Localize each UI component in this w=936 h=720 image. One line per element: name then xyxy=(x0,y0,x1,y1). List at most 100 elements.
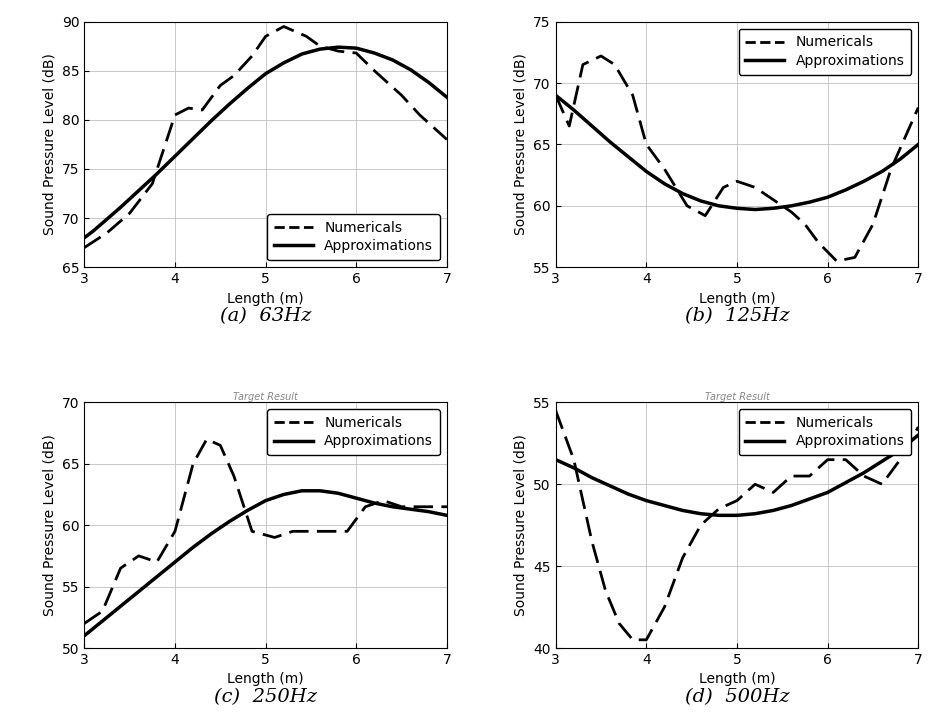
Approximations xyxy=(658,501,669,510)
Line: Approximations: Approximations xyxy=(84,491,446,636)
Line: Numericals: Numericals xyxy=(555,56,917,261)
Approximations xyxy=(241,84,253,93)
Numericals xyxy=(640,140,651,149)
Numericals xyxy=(812,238,824,247)
Approximations xyxy=(350,494,361,503)
Approximations xyxy=(712,511,724,520)
Numericals xyxy=(658,165,669,174)
Numericals xyxy=(396,503,407,511)
Y-axis label: Sound Pressure Level (dB): Sound Pressure Level (dB) xyxy=(42,434,56,616)
Numericals xyxy=(79,243,90,252)
Approximations xyxy=(241,506,253,515)
Numericals xyxy=(848,253,859,262)
Numericals xyxy=(314,42,326,50)
Numericals xyxy=(821,455,832,464)
Numericals xyxy=(798,220,810,228)
Approximations xyxy=(332,42,344,51)
Approximations xyxy=(224,517,235,526)
Numericals xyxy=(169,111,181,120)
Approximations xyxy=(821,193,832,202)
Numericals xyxy=(767,488,778,497)
Numericals xyxy=(133,552,144,560)
Title: Target Result: Target Result xyxy=(233,392,298,402)
Numericals xyxy=(898,134,909,143)
Numericals xyxy=(549,91,561,99)
Numericals xyxy=(613,619,624,628)
Numericals xyxy=(695,521,706,529)
Numericals xyxy=(626,91,637,99)
Legend: Numericals, Approximations: Numericals, Approximations xyxy=(267,409,440,455)
Numericals xyxy=(323,527,334,536)
Approximations xyxy=(296,50,307,58)
Numericals xyxy=(197,106,208,114)
Approximations xyxy=(332,489,344,498)
Approximations xyxy=(314,45,326,53)
Approximations xyxy=(169,152,181,161)
Approximations xyxy=(259,496,271,505)
Y-axis label: Sound Pressure Level (dB): Sound Pressure Level (dB) xyxy=(42,53,56,235)
Numericals xyxy=(640,636,651,644)
Approximations xyxy=(369,49,380,58)
Approximations xyxy=(894,446,905,454)
Approximations xyxy=(133,186,144,195)
Numericals xyxy=(79,619,90,628)
Numericals xyxy=(187,459,198,468)
Numericals xyxy=(214,441,226,450)
Text: (a)  63Hz: (a) 63Hz xyxy=(220,307,311,325)
Approximations xyxy=(115,602,126,611)
Legend: Numericals, Approximations: Numericals, Approximations xyxy=(267,215,440,261)
Approximations xyxy=(567,464,578,472)
Approximations xyxy=(676,506,687,515)
Numericals xyxy=(183,104,194,112)
Approximations xyxy=(803,495,814,503)
Numericals xyxy=(246,52,257,60)
Approximations xyxy=(604,482,615,490)
Approximations xyxy=(133,588,144,596)
Approximations xyxy=(731,511,742,520)
Numericals xyxy=(731,496,742,505)
Approximations xyxy=(640,496,651,505)
Approximations xyxy=(912,140,923,149)
Numericals xyxy=(785,207,797,216)
Approximations xyxy=(712,202,724,210)
Numericals xyxy=(332,47,344,55)
Approximations xyxy=(278,490,289,499)
Numericals xyxy=(599,586,610,595)
Approximations xyxy=(586,122,597,130)
Text: (c)  250Hz: (c) 250Hz xyxy=(214,688,316,706)
Y-axis label: Sound Pressure Level (dB): Sound Pressure Level (dB) xyxy=(513,53,527,235)
Approximations xyxy=(875,457,886,466)
Approximations xyxy=(695,197,706,205)
Approximations xyxy=(151,572,162,581)
Numericals xyxy=(124,209,135,217)
Numericals xyxy=(731,177,742,186)
Approximations xyxy=(658,179,669,188)
Text: (d)  500Hz: (d) 500Hz xyxy=(684,688,788,706)
Approximations xyxy=(404,505,416,513)
Numericals xyxy=(441,135,452,144)
Numericals xyxy=(626,636,637,644)
Numericals xyxy=(96,607,108,616)
Numericals xyxy=(101,228,112,237)
Approximations xyxy=(387,55,398,64)
Approximations xyxy=(423,78,434,87)
Text: (b)  125Hz: (b) 125Hz xyxy=(684,307,788,325)
Approximations xyxy=(785,501,797,510)
Numericals xyxy=(676,554,687,562)
Numericals xyxy=(359,503,371,511)
Approximations xyxy=(79,233,90,242)
Numericals xyxy=(767,195,778,204)
Numericals xyxy=(350,49,361,58)
Approximations xyxy=(586,473,597,482)
Line: Approximations: Approximations xyxy=(84,47,446,238)
Numericals xyxy=(658,603,669,611)
Numericals xyxy=(300,32,312,40)
Approximations xyxy=(115,203,126,212)
Approximations xyxy=(205,529,216,538)
Legend: Numericals, Approximations: Numericals, Approximations xyxy=(738,409,911,455)
Approximations xyxy=(731,204,742,212)
Numericals xyxy=(785,472,797,480)
Numericals xyxy=(608,60,620,69)
Numericals xyxy=(594,52,606,60)
Numericals xyxy=(246,527,257,536)
